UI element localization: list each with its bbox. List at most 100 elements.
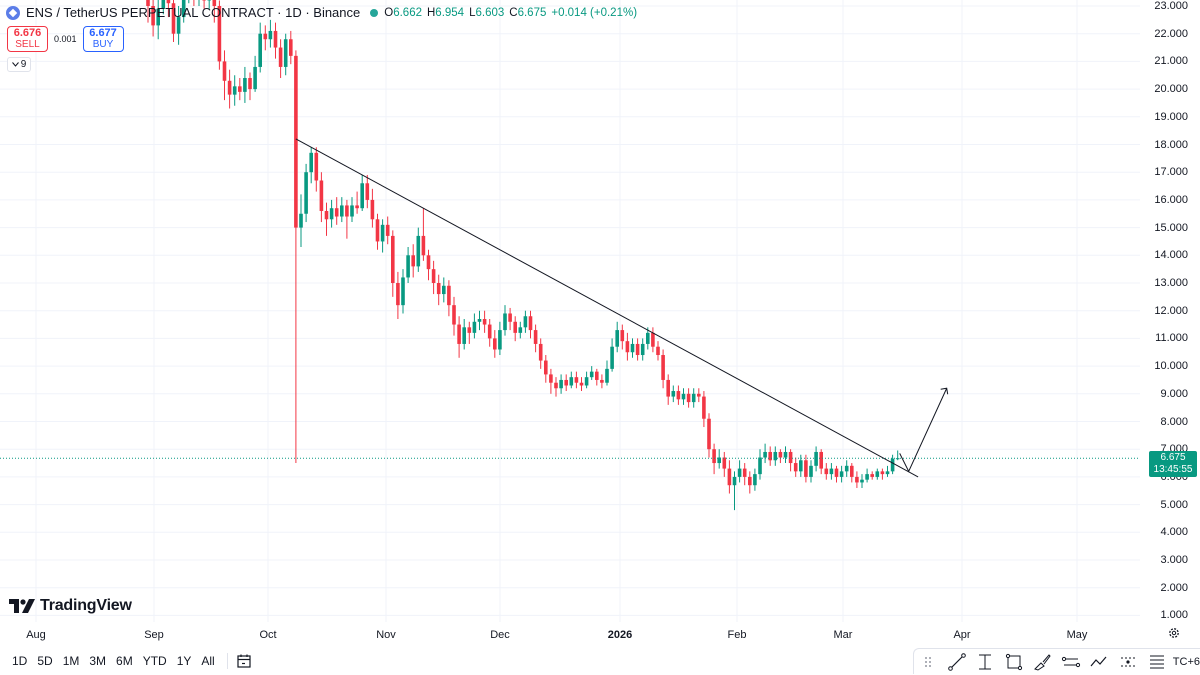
candle-body[interactable] bbox=[804, 460, 808, 477]
candle-body[interactable] bbox=[860, 479, 864, 483]
candle-body[interactable] bbox=[181, 0, 186, 18]
candle-body[interactable] bbox=[625, 341, 630, 353]
candle-body[interactable] bbox=[411, 255, 415, 267]
trendline-drawing[interactable] bbox=[295, 138, 919, 478]
text-tool-icon[interactable] bbox=[1142, 650, 1171, 674]
candle-body[interactable] bbox=[885, 471, 890, 475]
candle-body[interactable] bbox=[493, 338, 497, 350]
candle-body[interactable] bbox=[431, 269, 436, 283]
candle-body[interactable] bbox=[809, 465, 813, 477]
candle-body[interactable] bbox=[243, 78, 247, 92]
candle-body[interactable] bbox=[477, 319, 482, 322]
candle-body[interactable] bbox=[171, 3, 176, 34]
candle-body[interactable] bbox=[630, 343, 635, 353]
candle-body[interactable] bbox=[309, 152, 313, 173]
candle-body[interactable] bbox=[151, 6, 155, 26]
forecast-tool-icon[interactable] bbox=[1114, 650, 1143, 674]
candle-body[interactable] bbox=[686, 393, 691, 403]
candle-body[interactable] bbox=[212, 0, 217, 7]
candle-body[interactable] bbox=[396, 283, 400, 306]
candle-body[interactable] bbox=[788, 451, 793, 464]
candle-body[interactable] bbox=[595, 371, 599, 380]
candle-body[interactable] bbox=[217, 6, 222, 62]
candle-body[interactable] bbox=[375, 219, 380, 242]
candle-body[interactable] bbox=[722, 457, 727, 469]
candle-body[interactable] bbox=[605, 368, 609, 383]
buy-button[interactable]: 6.677 BUY bbox=[82, 26, 124, 52]
indicators-toggle-button[interactable]: 9 bbox=[7, 57, 31, 72]
candle-body[interactable] bbox=[814, 451, 818, 466]
candle-body[interactable] bbox=[737, 468, 742, 477]
candle-body[interactable] bbox=[457, 324, 461, 344]
candle-body[interactable] bbox=[793, 463, 798, 472]
candle-body[interactable] bbox=[360, 183, 364, 209]
candle-body[interactable] bbox=[442, 285, 446, 295]
candle-body[interactable] bbox=[646, 332, 650, 344]
price-axis[interactable]: 23.000 22.000 21.000 20.000 19.000 18.000 17.0… bbox=[1140, 0, 1200, 622]
candle-body[interactable] bbox=[691, 393, 696, 403]
rectangle-tool-icon[interactable] bbox=[1000, 650, 1029, 674]
candle-body[interactable] bbox=[166, 0, 171, 4]
candle-body[interactable] bbox=[334, 208, 339, 217]
candle-body[interactable] bbox=[508, 313, 512, 322]
candle-body[interactable] bbox=[651, 332, 655, 347]
candle-body[interactable] bbox=[156, 8, 160, 26]
candle-body[interactable] bbox=[748, 476, 752, 486]
candle-body[interactable] bbox=[447, 285, 451, 306]
candle-body[interactable] bbox=[487, 324, 492, 339]
candle-body[interactable] bbox=[289, 39, 293, 56]
candle-body[interactable] bbox=[263, 33, 268, 40]
candle-body[interactable] bbox=[589, 371, 594, 378]
settings-gear-icon[interactable] bbox=[1168, 627, 1180, 639]
candle-body[interactable] bbox=[855, 476, 859, 483]
candle-body[interactable] bbox=[671, 391, 676, 397]
candle-body[interactable] bbox=[314, 152, 319, 181]
candle-body[interactable] bbox=[258, 33, 262, 67]
candle-body[interactable] bbox=[436, 283, 441, 295]
range-5d[interactable]: 5D bbox=[37, 653, 53, 668]
candle-body[interactable] bbox=[824, 468, 829, 475]
market-status-icon[interactable] bbox=[370, 8, 379, 17]
candle-body[interactable] bbox=[839, 471, 844, 477]
candle-body[interactable] bbox=[222, 61, 227, 81]
symbol-title[interactable]: ENS / TetherUS PERPETUAL CONTRACT · 1D ·… bbox=[26, 5, 361, 20]
candle-body[interactable] bbox=[355, 205, 359, 209]
range-1y[interactable]: 1Y bbox=[176, 653, 192, 668]
candle-body[interactable] bbox=[268, 30, 273, 40]
candle-body[interactable] bbox=[544, 360, 548, 375]
candle-body[interactable] bbox=[161, 0, 166, 9]
candle-body[interactable] bbox=[294, 55, 298, 228]
fib-tool-icon[interactable] bbox=[971, 650, 1000, 674]
candle-body[interactable] bbox=[518, 327, 523, 333]
candle-body[interactable] bbox=[773, 451, 778, 461]
measure-tool-icon[interactable] bbox=[1057, 650, 1086, 674]
candle-body[interactable] bbox=[406, 255, 410, 278]
ens-coin-icon[interactable] bbox=[6, 5, 20, 20]
candle-body[interactable] bbox=[829, 468, 834, 475]
candle-body[interactable] bbox=[385, 224, 390, 236]
candle-body[interactable] bbox=[676, 391, 681, 400]
candle-body[interactable] bbox=[554, 382, 558, 389]
candle-body[interactable] bbox=[681, 393, 686, 400]
candle-body[interactable] bbox=[574, 377, 579, 383]
pattern-tool-icon[interactable] bbox=[1085, 650, 1114, 674]
candle-body[interactable] bbox=[549, 374, 553, 383]
candle-body[interactable] bbox=[865, 474, 869, 480]
range-3m[interactable]: 3M bbox=[89, 653, 107, 668]
candle-body[interactable] bbox=[523, 316, 528, 328]
candle-body[interactable] bbox=[513, 321, 517, 333]
candle-body[interactable] bbox=[880, 471, 885, 475]
candle-body[interactable] bbox=[666, 379, 670, 397]
candle-body[interactable] bbox=[528, 316, 533, 331]
timezone-label[interactable]: TC+6 bbox=[1172, 655, 1200, 668]
candle-body[interactable] bbox=[380, 224, 385, 242]
candle-body[interactable] bbox=[304, 172, 308, 214]
candle-body[interactable] bbox=[421, 235, 426, 256]
candle-body[interactable] bbox=[365, 183, 370, 200]
candle-body[interactable] bbox=[727, 468, 732, 486]
candle-body[interactable] bbox=[640, 343, 645, 356]
candle-body[interactable] bbox=[329, 208, 334, 220]
candle-body[interactable] bbox=[753, 474, 757, 486]
candle-body[interactable] bbox=[600, 379, 604, 383]
candle-body[interactable] bbox=[482, 319, 487, 325]
